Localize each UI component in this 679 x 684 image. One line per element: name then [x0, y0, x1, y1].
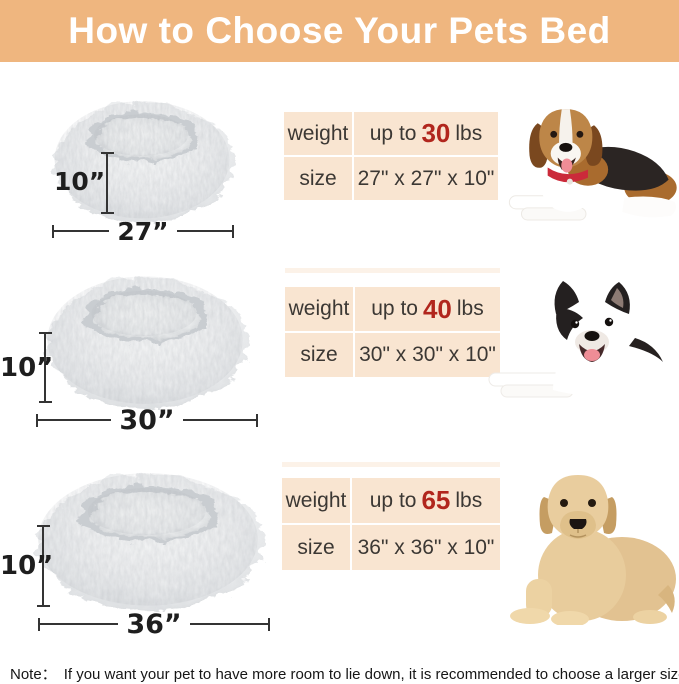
beagle-dog-photo [508, 109, 677, 221]
dimension-line [54, 230, 110, 232]
dimension-line [189, 623, 269, 625]
donut-bed-image-large [35, 470, 261, 608]
weight-value: up to 40 lbs [355, 287, 500, 331]
dimension-line [182, 419, 257, 421]
spec-table: weight up to 40 lbs size 30" x 30" x 10" [285, 287, 500, 377]
weight-label: weight [284, 112, 352, 155]
dimension-tick [232, 224, 235, 238]
note-label: Note： [10, 666, 57, 683]
size-label: size [282, 525, 350, 570]
height-dimension-label: 10” [0, 551, 54, 581]
size-value: 27" x 27" x 10" [354, 157, 498, 200]
size-value: 36" x 36" x 10" [352, 525, 500, 570]
dimension-tick [52, 224, 54, 238]
spec-table: weight up to 30 lbs size 27" x 27" x 10" [284, 112, 498, 200]
size-option-row-large: 10” 36” weight up to 65 lbs size 36" x 3… [0, 448, 679, 638]
dimension-tick [268, 617, 271, 631]
width-dimension: 27” [52, 216, 235, 246]
weight-suffix: lbs [456, 297, 484, 320]
width-dimension-label: 36” [126, 608, 182, 640]
size-value: 30" x 30" x 10" [355, 333, 500, 377]
width-dimension: 36” [38, 608, 271, 640]
size-label: size [285, 333, 353, 377]
dimension-tick [38, 617, 40, 631]
weight-number: 65 [421, 485, 451, 515]
weight-value: up to 30 lbs [354, 112, 498, 155]
weight-suffix: lbs [455, 488, 483, 512]
labrador-dog-photo [510, 475, 676, 625]
donut-bed-image-medium [45, 274, 245, 406]
width-dimension: 30” [36, 404, 259, 436]
weight-label: weight [282, 478, 350, 523]
height-dimension-line [100, 152, 114, 214]
donut-bed-image-small [52, 99, 232, 221]
height-dimension-label: 10” [0, 353, 54, 383]
weight-prefix: up to [369, 121, 417, 145]
table-top-shadow [282, 462, 500, 467]
width-dimension-label: 27” [117, 216, 169, 246]
weight-prefix: up to [371, 297, 418, 320]
height-dimension-label: 10” [54, 167, 106, 196]
weight-label: weight [285, 287, 353, 331]
page-title: How to Choose Your Pets Bed [68, 10, 611, 51]
height-dimension-line [36, 525, 50, 607]
note-text: If you want your pet to have more room t… [63, 666, 679, 683]
height-dimension-line [38, 332, 52, 403]
french-bulldog-photo [488, 281, 668, 398]
size-label: size [284, 157, 352, 200]
width-dimension-label: 30” [119, 404, 175, 436]
dimension-line [38, 419, 112, 421]
weight-value: up to 65 lbs [352, 478, 500, 523]
weight-number: 40 [422, 293, 452, 324]
weight-prefix: up to [369, 488, 417, 512]
table-top-shadow [285, 268, 500, 273]
dimension-tick [256, 413, 259, 427]
weight-suffix: lbs [455, 121, 483, 145]
dimension-tick [36, 413, 38, 427]
weight-number: 30 [421, 118, 451, 148]
dimension-line [40, 623, 119, 625]
size-option-row-medium: 10” 30” weight up to 40 lbs size 30" x 3… [0, 255, 679, 445]
dimension-line [176, 230, 233, 232]
size-option-row-small: 10” 27” weight up to 30 lbs size 27" x 2… [0, 75, 679, 253]
spec-table: weight up to 65 lbs size 36" x 36" x 10" [282, 478, 500, 570]
header-banner: How to Choose Your Pets Bed [0, 0, 679, 62]
